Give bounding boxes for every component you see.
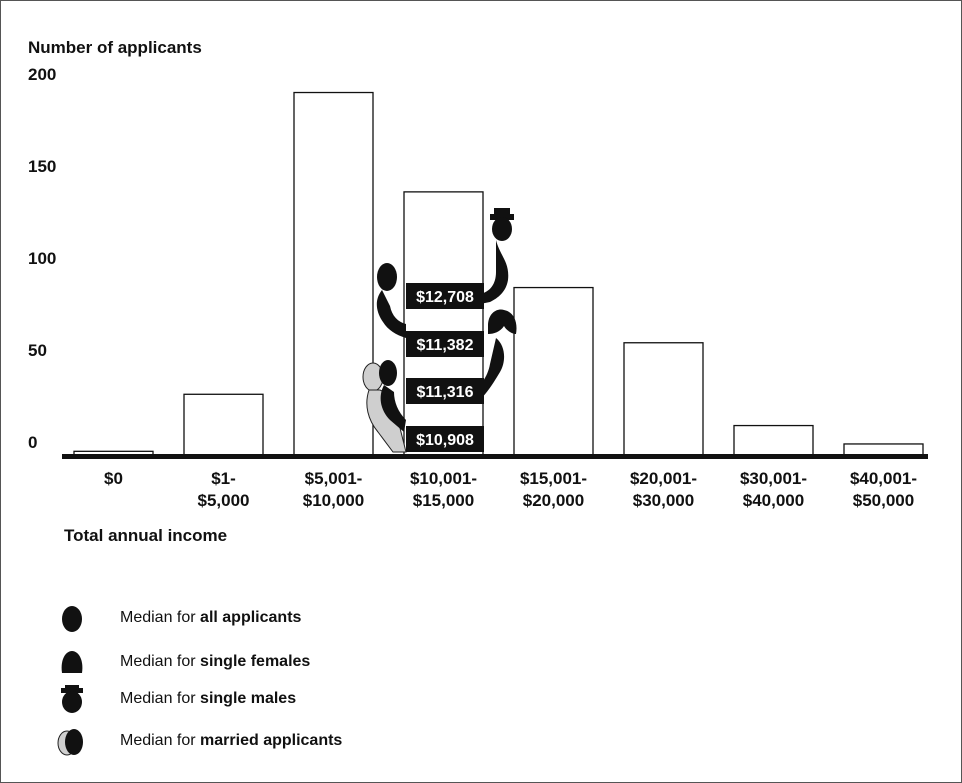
median-label-text: $11,316 <box>417 384 474 401</box>
legend-item: Median for married applicants <box>52 726 342 756</box>
legend-label: Median for all applicants <box>120 609 301 627</box>
legend-label: Median for single males <box>120 690 296 708</box>
x-axis-title: Total annual income <box>64 526 227 545</box>
legend-label-prefix: Median for <box>120 732 201 749</box>
bar <box>513 286 594 456</box>
legend-label-group: all applicants <box>200 609 302 626</box>
median-label-box <box>406 378 484 404</box>
legend-label-group: single females <box>200 653 311 670</box>
bar <box>733 424 814 456</box>
bar <box>183 393 264 456</box>
y-tick-label: 50 <box>28 341 47 360</box>
bar <box>623 342 704 456</box>
x-tick-label: $50,000 <box>853 491 914 510</box>
legend-label-group: married applicants <box>200 732 343 749</box>
single-female-icon <box>61 651 83 673</box>
legend-label-prefix: Median for <box>120 609 201 626</box>
y-tick-label: 150 <box>28 157 56 176</box>
all-applicants-figure <box>376 263 406 432</box>
x-tick-label: $30,001- <box>740 469 807 488</box>
y-tick-labels: 0 50 100 150 200 <box>28 65 56 452</box>
bar <box>293 91 374 456</box>
median-label-box <box>406 426 484 452</box>
legend-item: Median for single males <box>52 684 296 714</box>
bars <box>73 91 924 456</box>
median-label: $10,908 <box>406 426 484 452</box>
x-tick-label: $0 <box>104 469 123 488</box>
y-tick-label: 200 <box>28 65 56 84</box>
x-axis-line <box>62 454 928 459</box>
legend-label: Median for single females <box>120 653 310 671</box>
median-label-text: $11,382 <box>417 337 474 354</box>
x-tick-label: $40,001- <box>850 469 917 488</box>
x-tick-labels: $0 $1- $5,000 $5,001- $10,000 $10,001- $15,000… <box>104 469 917 510</box>
x-tick-label: $40,000 <box>743 491 804 510</box>
bar <box>843 443 924 456</box>
single-male-figure <box>480 208 514 304</box>
median-label-box <box>406 283 484 309</box>
single-female-figure <box>466 309 517 404</box>
legend-label-prefix: Median for <box>120 653 201 670</box>
median-label: $11,316 <box>406 378 484 404</box>
x-tick-label: $30,000 <box>633 491 694 510</box>
all-applicants-icon <box>62 606 82 632</box>
x-tick-label: $15,001- <box>520 469 587 488</box>
legend-item: Median for single females <box>52 647 310 677</box>
x-tick-label: $10,000 <box>303 491 364 510</box>
x-tick-label: $20,001- <box>630 469 697 488</box>
median-annotations: $12,708 $11,382 $11,316 $10,908 <box>362 208 517 453</box>
legend-label-group: single males <box>200 690 297 707</box>
x-tick-label: $1- <box>211 469 236 488</box>
x-tick-label: $15,000 <box>413 491 474 510</box>
x-tick-label: $20,000 <box>523 491 584 510</box>
x-tick-label: $10,001- <box>410 469 477 488</box>
y-tick-label: 100 <box>28 249 56 268</box>
y-tick-label: 0 <box>28 433 37 452</box>
x-tick-label: $5,001- <box>305 469 363 488</box>
median-label: $12,708 <box>406 283 484 309</box>
single-male-icon <box>61 685 83 713</box>
bar <box>403 191 484 456</box>
median-label-text: $12,708 <box>416 289 474 306</box>
legend-label: Median for married applicants <box>120 732 342 750</box>
median-label-box <box>406 331 484 357</box>
y-axis-title: Number of applicants <box>28 38 202 57</box>
median-label-text: $10,908 <box>416 432 474 449</box>
x-tick-label: $5,000 <box>198 491 250 510</box>
legend-label-prefix: Median for <box>120 690 201 707</box>
median-label: $11,382 <box>406 331 484 357</box>
legend-item: Median for all applicants <box>52 603 301 633</box>
median-labels: $12,708 $11,382 $11,316 $10,908 <box>406 283 484 452</box>
married-applicants-icon <box>57 729 83 756</box>
